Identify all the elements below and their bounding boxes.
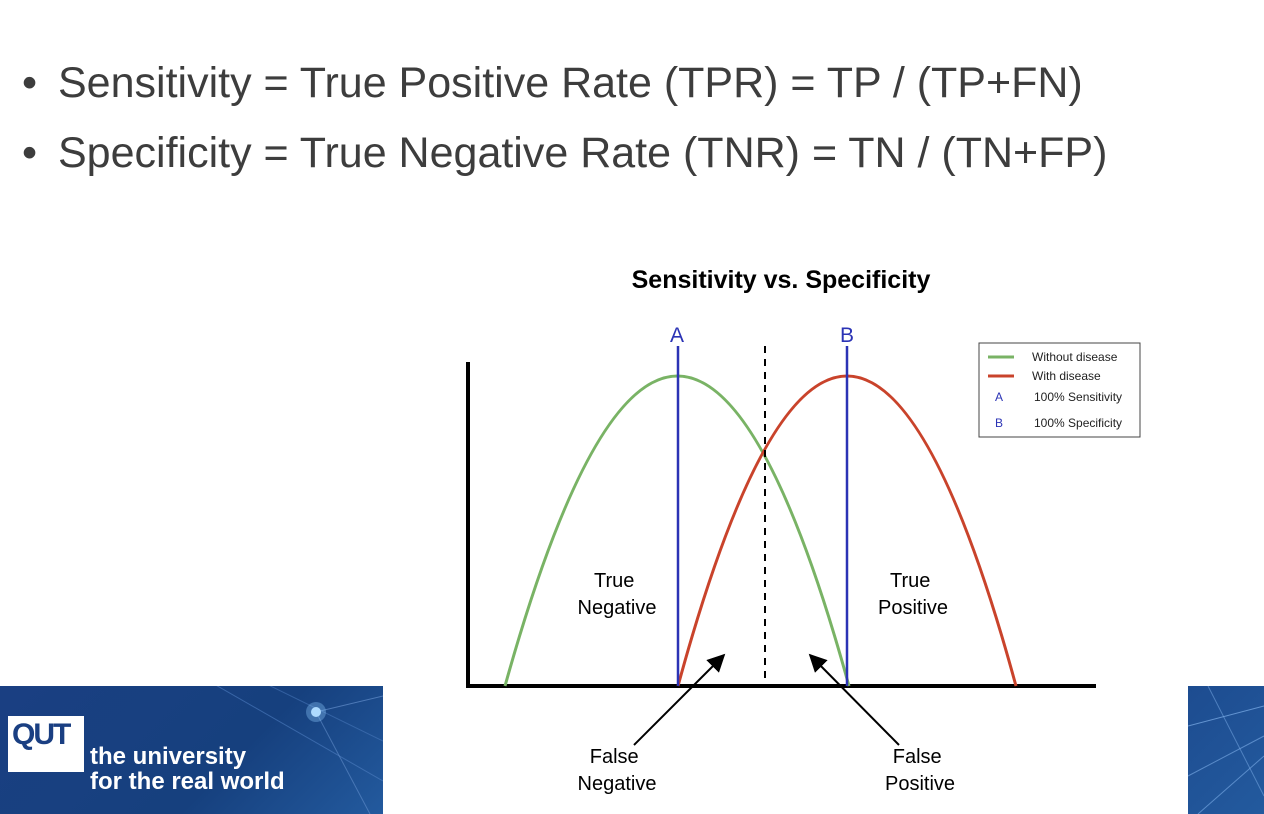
qut-tagline: the university for the real world	[90, 744, 285, 794]
false-positive-label: False Positive	[885, 746, 955, 795]
line-b-label: B	[840, 324, 854, 347]
legend-b-key: B	[995, 416, 1003, 430]
true-negative-label: True Negative	[578, 570, 657, 619]
bullet-specificity: • Specificity = True Negative Rate (TNR) …	[22, 129, 1108, 177]
legend-with-disease-label: With disease	[1032, 369, 1101, 383]
false-negative-arrow	[633, 653, 726, 746]
legend-box	[978, 342, 1141, 438]
tagline-line-2: for the real world	[90, 768, 285, 795]
network-lines-decoration	[216, 686, 383, 814]
legend-a-key: A	[995, 390, 1003, 404]
legend-b-label: 100% Specificity	[1034, 416, 1122, 430]
legend-a-label: 100% Sensitivity	[1034, 390, 1122, 404]
qut-logo-band: QUT the university for the real world	[0, 686, 383, 814]
qut-logo: QUT	[8, 716, 84, 772]
false-positive-arrow	[808, 653, 900, 746]
bullet-sensitivity-text: Sensitivity = True Positive Rate (TPR) =…	[58, 59, 1083, 107]
false-negative-label: False Negative	[578, 746, 657, 795]
diagram-title: Sensitivity vs. Specificity	[632, 266, 931, 294]
bullet-list: • Sensitivity = True Positive Rate (TPR) …	[22, 48, 1107, 188]
legend: Without disease With disease A 100% Sens…	[978, 342, 1141, 438]
true-positive-label: True Positive	[878, 570, 948, 619]
right-network-lines	[1188, 686, 1264, 814]
tagline-line-1: the university	[90, 743, 247, 770]
bullet-specificity-text: Specificity = True Negative Rate (TNR) =…	[58, 129, 1108, 177]
bullet-sensitivity: • Sensitivity = True Positive Rate (TPR) …	[22, 59, 1083, 107]
line-a-label: A	[670, 324, 684, 347]
legend-without-disease-label: Without disease	[1032, 350, 1118, 364]
right-corner-decoration	[1188, 686, 1264, 814]
